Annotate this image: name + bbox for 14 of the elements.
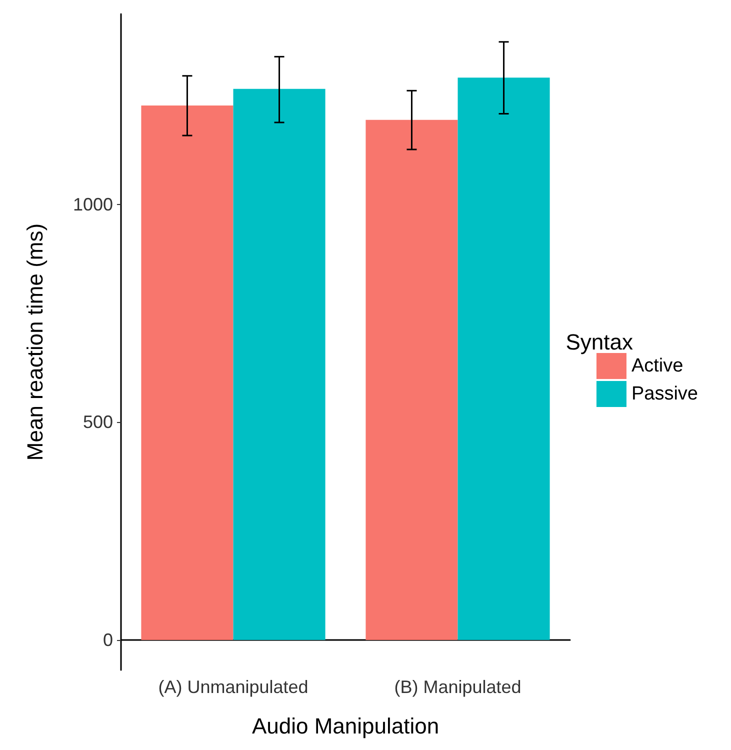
x-tick-label: (A) Unmanipulated: [158, 677, 308, 697]
x-tick-label: (B) Manipulated: [394, 677, 522, 697]
bar: [458, 78, 550, 640]
legend-label: Active: [631, 356, 684, 376]
legend-title: Syntax: [566, 330, 634, 354]
y-tick-label: 1000: [72, 194, 113, 214]
y-axis-title: Mean reaction time (ms): [22, 223, 48, 461]
y-tick-label: 500: [82, 412, 113, 432]
x-axis-title: Audio Manipulation: [252, 714, 440, 738]
y-tick-label: 0: [102, 630, 113, 650]
legend-label: Passive: [631, 384, 698, 404]
bar: [366, 120, 458, 640]
bar: [141, 105, 234, 640]
bar: [233, 88, 326, 640]
